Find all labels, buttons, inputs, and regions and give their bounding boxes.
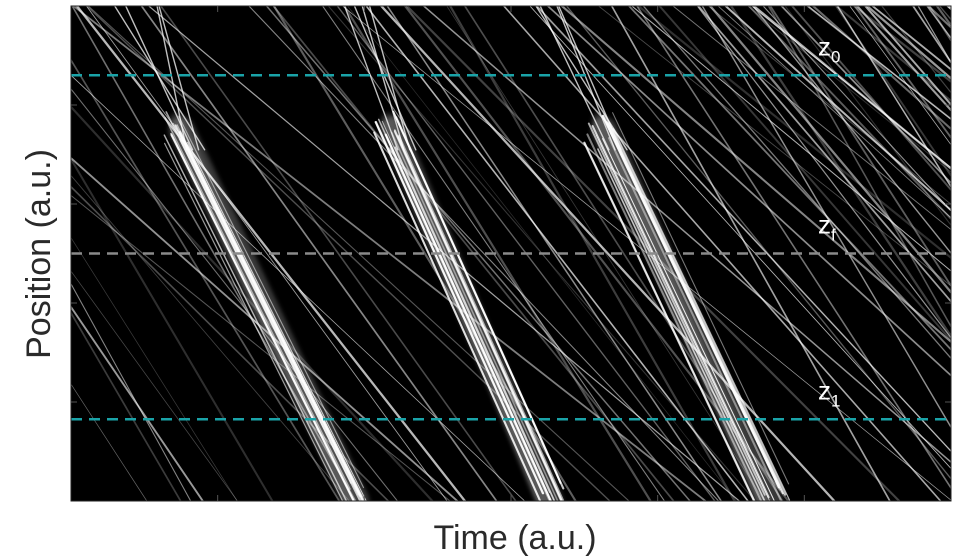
bunch-track	[361, 6, 405, 151]
particle-track	[159, 6, 517, 501]
particle-track	[724, 6, 951, 212]
particle-track	[956, 0, 967, 521]
particle-track	[71, 383, 148, 501]
bunch-track	[591, 124, 770, 499]
bunch-track	[381, 120, 550, 494]
particle-track	[71, 282, 192, 501]
bunch-track	[390, 131, 559, 501]
particle-track	[631, 6, 951, 272]
bunch-track	[389, 147, 550, 501]
bunch-track	[187, 141, 367, 501]
axis-ticks	[71, 6, 951, 501]
bunch-track	[392, 110, 562, 484]
particle-track	[762, 6, 951, 212]
bunch-track	[179, 138, 362, 501]
y-axis-label: Position (a.u.)	[20, 149, 58, 359]
bunch-track	[175, 143, 355, 501]
particle-track	[85, 6, 448, 501]
bunch-track	[163, 142, 344, 501]
particle-track	[140, 6, 498, 501]
particle-track	[71, 270, 238, 501]
position-label-subscript: 0	[831, 47, 840, 66]
bunch-track	[384, 133, 553, 501]
particle-track	[71, 311, 182, 501]
particle-track	[379, 6, 836, 501]
position-label-zf: zf	[818, 210, 836, 245]
bunch-track	[612, 112, 790, 485]
bunch-track	[608, 137, 783, 501]
bunch-track	[178, 131, 365, 501]
bunch-track	[368, 6, 411, 151]
particle-track	[71, 194, 451, 501]
bunch-track	[597, 148, 766, 501]
bunch-track	[163, 134, 348, 501]
bunch-track	[607, 122, 787, 496]
bunch-track	[397, 134, 565, 501]
bunch-track	[539, 6, 610, 151]
position-label-subscript: f	[831, 226, 836, 245]
bunch-track	[343, 6, 399, 151]
particle-track	[953, 0, 967, 521]
x-axis-label: Time (a.u.)	[433, 519, 596, 557]
bunch-track	[353, 6, 417, 151]
position-label-base: z	[818, 375, 831, 405]
particle-track	[836, 6, 951, 189]
bunch-track	[612, 128, 791, 501]
bunch-track	[158, 6, 200, 151]
bunch-track	[373, 131, 542, 501]
position-label-base: z	[818, 31, 831, 61]
particle-track	[865, 6, 951, 80]
position-label-z0: z0	[818, 31, 840, 66]
bunch-track	[583, 141, 756, 501]
bunch-track	[113, 6, 206, 151]
bunch-track	[587, 122, 766, 496]
particle-track	[71, 305, 204, 501]
bunch-track	[602, 138, 775, 501]
bunch-track	[164, 117, 351, 490]
plot-area	[70, 0, 967, 521]
bunch-track	[394, 146, 556, 501]
position-label-subscript: 1	[831, 391, 840, 410]
bunch-track	[374, 121, 544, 495]
bunch-track	[586, 133, 763, 501]
position-label-base: z	[818, 210, 831, 240]
particle-track	[71, 156, 459, 501]
bunch-track	[601, 114, 781, 489]
bunch-track	[557, 6, 622, 151]
reference-lines	[71, 74, 951, 421]
bunch-track	[556, 6, 616, 151]
bunch-track	[535, 6, 628, 151]
particle-track	[960, 0, 967, 521]
particle-track	[806, 6, 951, 120]
position-label-z1: z1	[818, 375, 840, 410]
particle-track	[71, 174, 350, 501]
particle-track	[752, 6, 951, 255]
bunch-track	[178, 115, 365, 489]
